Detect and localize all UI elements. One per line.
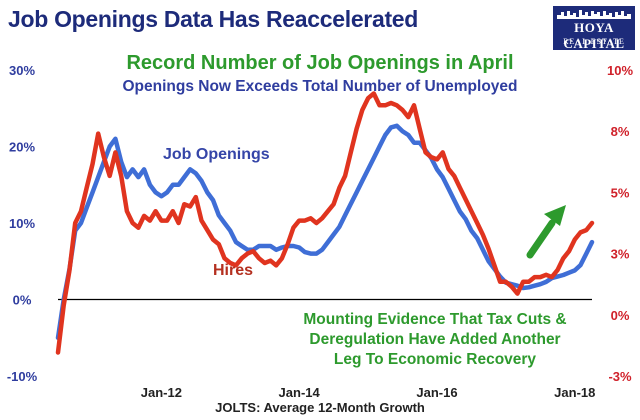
series-label-openings: Job Openings — [163, 146, 270, 163]
x-tick-label: Jan-12 — [141, 385, 182, 400]
left-tick-label: 0% — [13, 293, 32, 308]
right-tick-label: 3% — [611, 247, 630, 262]
logo-line2: REAL ESTATE — [563, 37, 625, 46]
right-tick-label: 5% — [611, 185, 630, 200]
chart-title: Job Openings Data Has Reaccelerated — [8, 6, 419, 32]
subtitle-blue: Openings Now Exceeds Total Number of Une… — [122, 78, 518, 95]
skyline-icon — [557, 10, 631, 19]
left-axis-ticks: -10% 0% 10% 20% 30% — [7, 63, 38, 384]
x-tick-label: Jan-18 — [554, 385, 595, 400]
x-axis-title: JOLTS: Average 12-Month Growth — [215, 400, 425, 415]
right-axis-ticks: -3% 0% 3% 5% 8% 10% — [607, 63, 633, 384]
x-tick-label: Jan-14 — [279, 385, 321, 400]
subtitle-green: Record Number of Job Openings in April — [126, 52, 514, 74]
logo-line1: HOYA CAPITAL — [563, 20, 625, 51]
series-layer — [55, 91, 595, 355]
x-axis-ticks: Jan-12 Jan-14 Jan-16 Jan-18 — [141, 385, 596, 400]
right-tick-label: 0% — [611, 308, 630, 323]
right-tick-label: 8% — [611, 124, 630, 139]
arrow-icon — [526, 205, 566, 259]
left-tick-label: 20% — [9, 140, 35, 155]
logo: HOYA CAPITAL REAL ESTATE — [553, 6, 635, 51]
series-line-hires — [55, 91, 595, 355]
right-tick-label: -3% — [608, 369, 632, 384]
x-tick-label: Jan-16 — [416, 385, 457, 400]
annotation-text: Mounting Evidence That Tax Cuts & Deregu… — [303, 311, 567, 368]
left-tick-label: 30% — [9, 63, 35, 78]
left-tick-label: -10% — [7, 369, 38, 384]
series-line-job-openings — [55, 123, 595, 341]
right-tick-label: 10% — [607, 63, 633, 78]
series-label-hires: Hires — [213, 262, 254, 279]
left-tick-label: 10% — [9, 216, 35, 231]
